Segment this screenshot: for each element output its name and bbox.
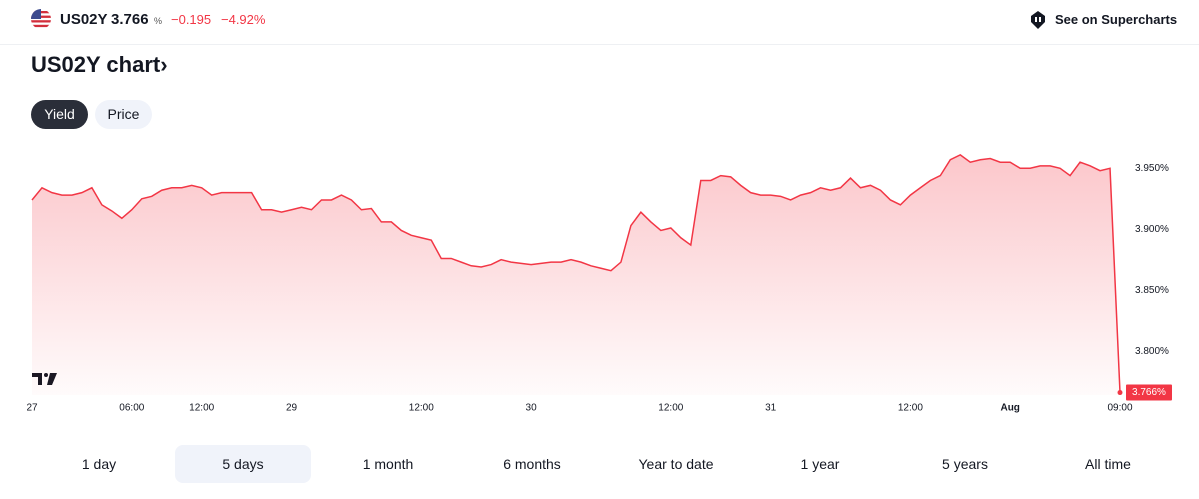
- last-point: [1117, 390, 1123, 396]
- y-tick-label: 3.950%: [1135, 163, 1169, 174]
- x-tick-label: 31: [765, 403, 777, 414]
- y-tick-label: 3.800%: [1135, 346, 1169, 357]
- x-tick-label: 12:00: [898, 403, 923, 414]
- flag-icon: [31, 9, 51, 29]
- y-tick-label: 3.850%: [1135, 285, 1169, 296]
- price-unit: %: [154, 16, 163, 26]
- chart-title: US02Y chart: [31, 52, 161, 77]
- value-label-box: [1126, 384, 1172, 401]
- range-button[interactable]: 5 days: [175, 445, 311, 483]
- price-line: [31, 154, 1121, 393]
- x-tick-label: 12:00: [658, 403, 683, 414]
- range-button[interactable]: 1 year: [800, 456, 840, 472]
- change: −0.195: [171, 12, 212, 27]
- x-tick-label: 12:00: [189, 403, 214, 414]
- header: US02Y 3.766 % −0.195 −4.92% See on Super…: [0, 0, 1199, 45]
- area-fill: [32, 154, 1120, 395]
- x-tick-label: 27: [26, 403, 38, 414]
- x-tick-label: Aug: [1000, 403, 1019, 414]
- range-button[interactable]: 5 years: [942, 456, 988, 472]
- x-tick-label: 06:00: [119, 403, 144, 414]
- x-tick-label: 29: [286, 403, 298, 414]
- symbol[interactable]: US02Y: [60, 11, 108, 28]
- x-tick-label: 09:00: [1107, 403, 1132, 414]
- change-percent: −4.92%: [221, 12, 266, 27]
- range-button[interactable]: 1 day: [81, 456, 117, 472]
- tab-price[interactable]: Price: [95, 100, 152, 129]
- chart-title-link[interactable]: US02Y chart›: [31, 52, 168, 78]
- x-tick-label: 12:00: [409, 403, 434, 414]
- tab-yield[interactable]: Yield: [31, 100, 88, 129]
- range-button[interactable]: Year to date: [638, 456, 714, 472]
- range-button[interactable]: 1 month: [362, 456, 414, 472]
- range-button[interactable]: All time: [1085, 456, 1131, 472]
- supercharts-icon[interactable]: [1028, 10, 1048, 30]
- price: 3.766: [111, 11, 149, 28]
- supercharts-link[interactable]: See on Supercharts: [1055, 12, 1178, 27]
- title-arrow: ›: [160, 52, 168, 77]
- y-tick-label: 3.900%: [1135, 224, 1169, 235]
- chart: 3.950% 3.900% 3.850% 3.800% 27 06:00 12:00 29 12…: [26, 154, 1172, 414]
- range-button[interactable]: 6 months: [503, 456, 561, 472]
- value-label: 3.766%: [1132, 387, 1166, 398]
- x-tick-label: 30: [526, 403, 538, 414]
